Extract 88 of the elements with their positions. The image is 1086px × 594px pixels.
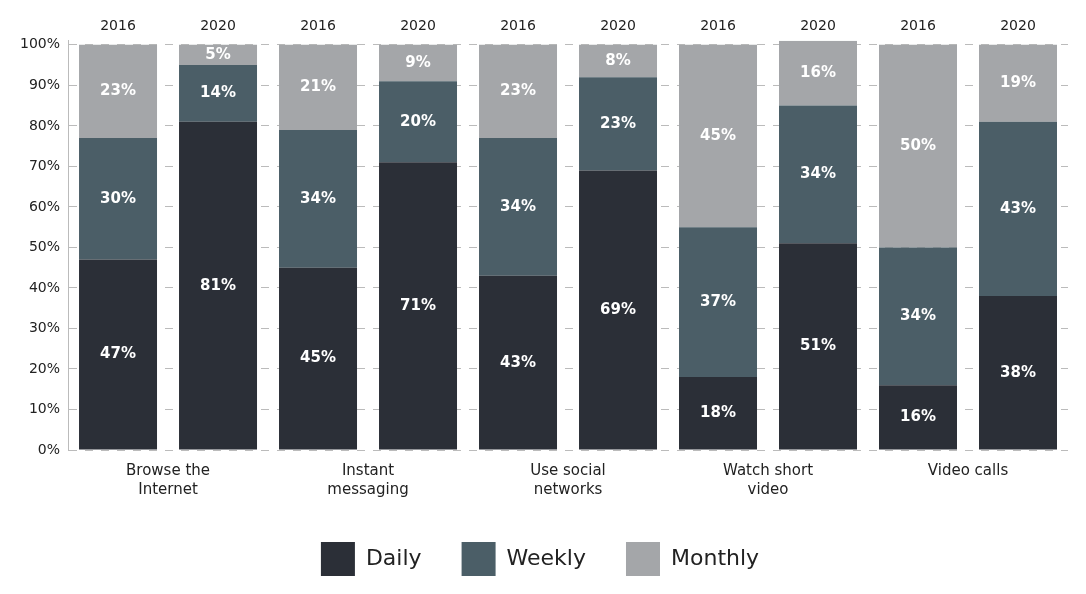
data-label: 45%	[300, 348, 336, 367]
bar	[479, 44, 558, 139]
data-label: 51%	[800, 336, 836, 355]
x-tick-label: 2016	[900, 17, 936, 34]
bar	[679, 377, 758, 450]
y-tick-label: 100%	[19, 35, 61, 52]
data-label: 69%	[600, 299, 636, 318]
data-label: 23%	[500, 81, 536, 100]
bar	[79, 138, 158, 260]
bar	[79, 44, 158, 139]
data-label: 34%	[500, 196, 536, 215]
bar	[479, 275, 558, 450]
bar	[879, 44, 957, 248]
bar	[279, 129, 358, 268]
x-tick-label: 2020	[800, 17, 836, 34]
bar	[779, 40, 858, 106]
data-label: 50%	[900, 136, 936, 155]
bar	[579, 44, 658, 78]
data-label: 19%	[1000, 73, 1036, 92]
data-label: 34%	[900, 306, 936, 325]
data-label: 23%	[100, 81, 136, 100]
bar	[979, 296, 1057, 450]
x-tick-label: 2020	[200, 17, 236, 34]
data-label: 16%	[900, 407, 936, 426]
x-tick-label: 2020	[400, 17, 436, 34]
bar	[279, 267, 358, 450]
bar	[679, 44, 758, 228]
text: Use social networks	[530, 461, 606, 499]
y-tick-label: 20%	[28, 359, 61, 376]
x-tick-label: 2016	[100, 17, 136, 34]
y-tick-label: 50%	[28, 238, 61, 255]
text: Watch short video	[723, 461, 814, 499]
text: Browse the Internet	[126, 461, 211, 499]
y-tick-label: 60%	[28, 197, 61, 214]
bar	[979, 121, 1057, 297]
x-tick-label: 2016	[300, 17, 336, 34]
legend-label: Monthly	[670, 544, 760, 570]
bar	[779, 243, 858, 450]
bar	[579, 77, 658, 171]
data-label: 34%	[800, 164, 836, 183]
legend-label: Daily	[365, 544, 422, 570]
bar	[879, 247, 957, 386]
bar	[979, 44, 1057, 122]
bar	[679, 227, 758, 378]
y-tick-label: 70%	[28, 157, 61, 174]
bar	[279, 44, 358, 130]
data-label: 14%	[200, 83, 236, 102]
x-tick-label: 2020	[1000, 17, 1036, 34]
data-label: 38%	[1000, 362, 1036, 381]
data-label: 9%	[405, 52, 431, 71]
bar	[379, 44, 458, 82]
y-tick-label: 0%	[37, 440, 61, 457]
bar	[579, 170, 658, 450]
y-tick-label: 90%	[28, 76, 61, 93]
bar	[879, 385, 957, 450]
data-label: 43%	[500, 352, 536, 371]
data-label: 8%	[605, 50, 631, 69]
data-label: 47%	[100, 344, 136, 363]
x-tick-label: 2020	[600, 17, 636, 34]
x-tick-label: 2016	[700, 17, 736, 34]
data-label: 45%	[700, 125, 736, 144]
bar	[479, 138, 558, 276]
y-tick-label: 80%	[28, 116, 61, 133]
bar	[179, 65, 258, 122]
data-label: 37%	[700, 292, 736, 311]
data-label: 18%	[700, 403, 736, 422]
data-label: 16%	[800, 63, 836, 82]
bar	[379, 162, 458, 450]
data-label: 34%	[300, 188, 336, 207]
data-label: 5%	[205, 44, 231, 63]
bar	[179, 121, 258, 450]
text: Instant messaging	[327, 461, 409, 499]
data-label: 30%	[100, 188, 136, 207]
data-label: 81%	[200, 275, 236, 294]
legend-label: Weekly	[506, 544, 586, 570]
data-label: 20%	[400, 111, 436, 130]
bar	[379, 81, 458, 163]
text: Video calls	[927, 461, 1009, 480]
y-tick-label: 40%	[28, 278, 61, 295]
data-label: 71%	[400, 295, 436, 314]
y-tick-label: 30%	[28, 319, 61, 336]
y-tick-label: 10%	[28, 400, 61, 417]
data-label: 23%	[600, 113, 636, 132]
bar	[779, 105, 858, 244]
data-label: 43%	[1000, 198, 1036, 217]
x-tick-label: 2016	[500, 17, 536, 34]
data-label: 21%	[300, 77, 336, 96]
bar	[79, 259, 158, 450]
